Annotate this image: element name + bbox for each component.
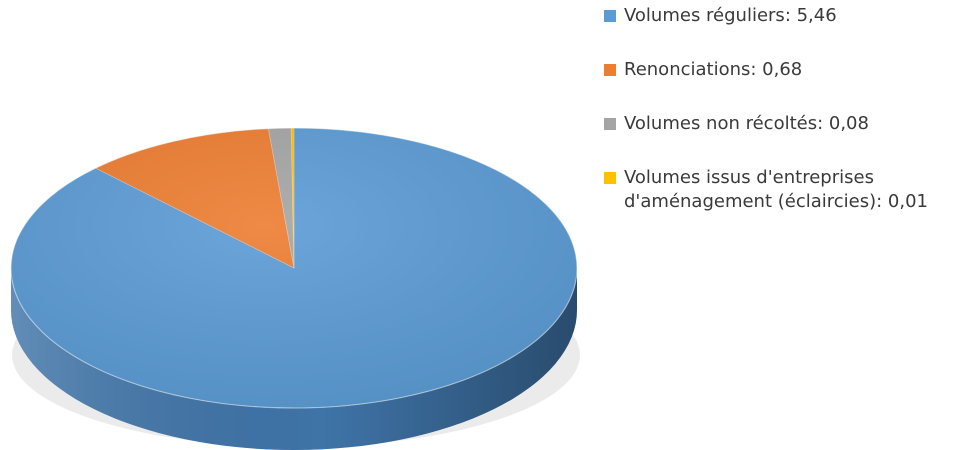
legend-label-line-1: Volumes issus d'entreprises xyxy=(624,167,874,188)
legend-swatch-icon xyxy=(604,172,616,184)
legend-label-line-2: d'aménagement (éclaircies): 0,01 xyxy=(624,191,929,212)
pie-top-layer xyxy=(10,127,578,409)
pie-rim xyxy=(10,127,578,409)
legend-swatch-icon xyxy=(604,10,616,22)
legend-label: Volumes non récoltés: 0,08 xyxy=(624,113,869,134)
legend-item-volumes-reguliers: Volumes réguliers: 5,46 xyxy=(604,4,949,28)
pie-top-shade xyxy=(11,128,577,408)
pie-plot xyxy=(10,127,580,450)
legend-label: Renonciations: 0,68 xyxy=(624,59,803,80)
legend-item-renonciations: Renonciations: 0,68 xyxy=(604,58,949,82)
legend-swatch-icon xyxy=(604,64,616,76)
pie-side-layer xyxy=(11,268,577,450)
legend-swatch-icon xyxy=(604,118,616,130)
legend: Volumes réguliers: 5,46 Renonciations: 0… xyxy=(604,4,949,244)
pie-side-shade-0 xyxy=(11,268,577,450)
legend-label: Volumes réguliers: 5,46 xyxy=(624,5,837,26)
legend-item-volumes-non-recoltes: Volumes non récoltés: 0,08 xyxy=(604,112,949,136)
legend-item-eclaircies: Volumes issus d'entreprises d'aménagemen… xyxy=(604,166,949,214)
